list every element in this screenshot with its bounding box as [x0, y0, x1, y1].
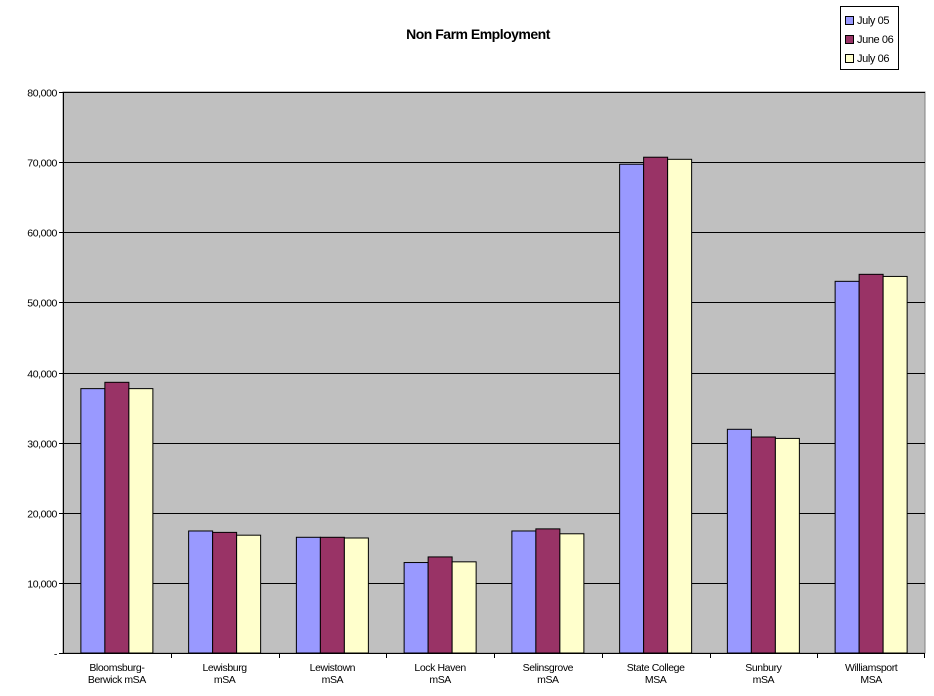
x-tick-label: mSA: [753, 674, 775, 686]
legend-swatch-1: [845, 35, 854, 44]
y-tick-label: 60,000: [27, 228, 57, 240]
x-tick-label: Williamsport: [845, 662, 898, 674]
bar: [80, 388, 106, 654]
bar: [535, 528, 561, 654]
y-tick-label: 80,000: [27, 88, 57, 100]
bar: [403, 562, 429, 654]
chart-title: Non Farm Employment: [406, 26, 550, 42]
bar: [295, 536, 321, 654]
legend-item-2: July 06: [841, 49, 898, 68]
legend-item-1: June 06: [841, 30, 898, 49]
x-tick-label: Sunbury: [745, 662, 782, 674]
legend-label-1: June 06: [857, 33, 894, 46]
y-tick-label: 70,000: [27, 158, 57, 170]
bar: [343, 537, 369, 654]
bar: [834, 280, 860, 654]
bar: [726, 428, 752, 654]
x-tick-label: mSA: [214, 674, 236, 686]
bar: [750, 436, 776, 654]
x-tick-label: State College: [627, 662, 685, 674]
bar: [427, 556, 453, 654]
bar: [882, 275, 908, 654]
legend: July 05 June 06 July 06: [840, 6, 899, 70]
bar: [643, 156, 669, 654]
y-tick-label: 10,000: [27, 579, 57, 591]
bar: [128, 388, 154, 654]
y-tick-label: -: [54, 649, 58, 661]
bar: [212, 531, 238, 654]
bar: [511, 530, 537, 654]
y-tick-label: 20,000: [27, 509, 57, 521]
bar: [559, 533, 585, 654]
y-tick-label: 30,000: [27, 439, 57, 451]
legend-swatch-0: [845, 16, 854, 25]
bar: [667, 158, 693, 654]
legend-swatch-2: [845, 54, 854, 63]
x-tick-label: Lewistown: [310, 662, 356, 674]
bar: [451, 561, 477, 654]
x-tick-label: Lock Haven: [414, 662, 466, 674]
bar: [774, 437, 800, 654]
x-tick-label: MSA: [645, 674, 667, 686]
legend-item-0: July 05: [841, 11, 898, 30]
x-tick-label: mSA: [537, 674, 559, 686]
y-tick-label: 40,000: [27, 369, 57, 381]
bar: [104, 381, 130, 654]
x-tick-label: Selinsgrove: [523, 662, 574, 674]
legend-label-0: July 05: [857, 14, 890, 27]
x-tick-label: Berwick mSA: [88, 674, 146, 686]
bar: [619, 163, 645, 654]
x-tick-label: MSA: [860, 674, 882, 686]
bar: [319, 536, 345, 654]
bar: [858, 273, 884, 654]
x-tick-label: mSA: [322, 674, 344, 686]
x-tick-label: Lewisburg: [202, 662, 247, 674]
x-tick-label: mSA: [429, 674, 451, 686]
legend-label-2: July 06: [857, 52, 890, 65]
bar: [236, 534, 262, 654]
y-tick-label: 50,000: [27, 298, 57, 310]
x-tick-label: Bloomsburg-: [89, 662, 145, 674]
bar: [188, 530, 214, 654]
